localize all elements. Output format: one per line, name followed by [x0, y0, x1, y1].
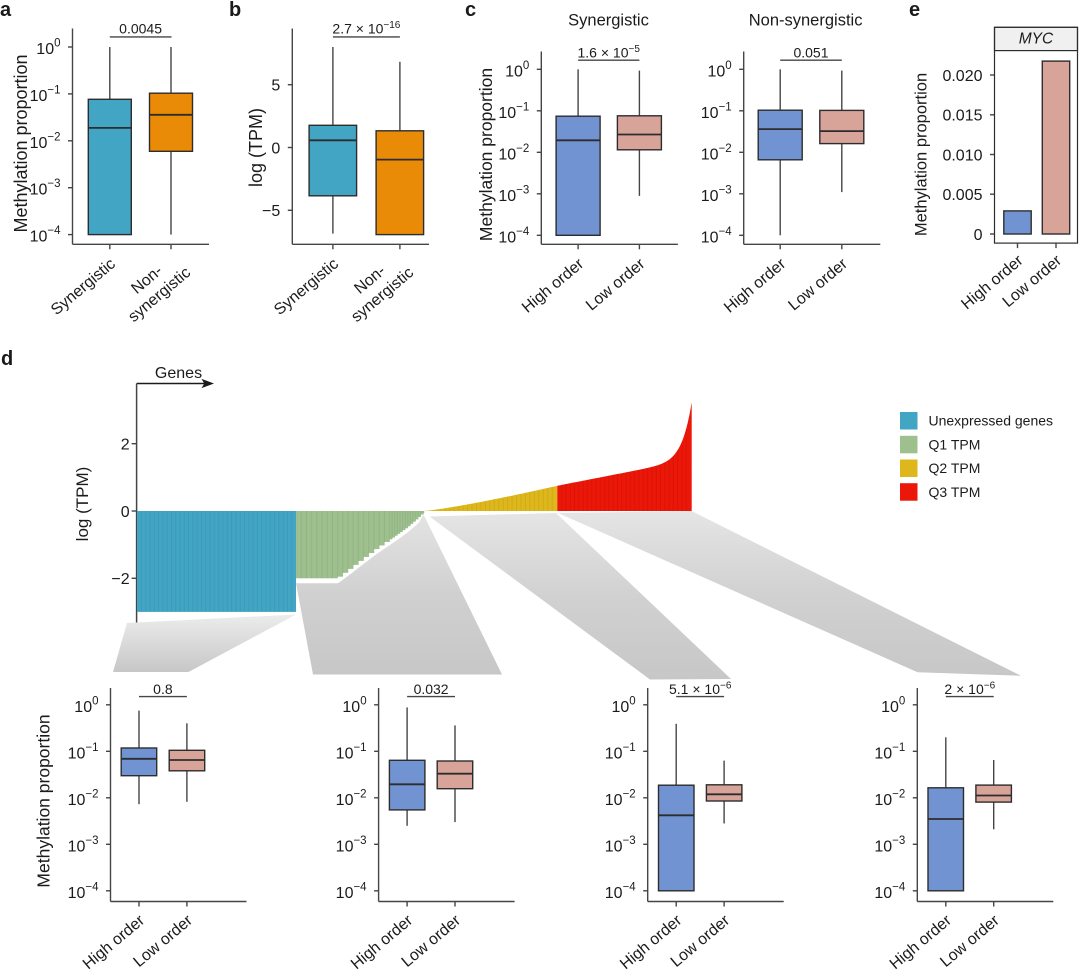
svg-text:0: 0: [121, 504, 130, 521]
svg-text:a: a: [0, 0, 12, 21]
svg-text:log (TPM): log (TPM): [246, 108, 266, 187]
svg-text:2: 2: [121, 437, 130, 454]
svg-text:0.0045: 0.0045: [119, 20, 162, 36]
svg-text:Q3 TPM: Q3 TPM: [929, 484, 981, 500]
svg-text:b: b: [229, 0, 241, 21]
svg-text:0.032: 0.032: [414, 681, 449, 697]
svg-text:0.015: 0.015: [942, 108, 982, 125]
svg-text:MYC: MYC: [1019, 31, 1054, 48]
svg-text:0.010: 0.010: [942, 147, 982, 164]
svg-text:Q2 TPM: Q2 TPM: [929, 460, 981, 476]
svg-text:5.1 × 10−6: 5.1 × 10−6: [669, 681, 732, 698]
svg-text:0: 0: [974, 227, 983, 244]
svg-text:−5: −5: [262, 203, 280, 220]
svg-text:Unexpressed genes: Unexpressed genes: [929, 413, 1054, 429]
svg-text:Q1 TPM: Q1 TPM: [929, 436, 981, 452]
svg-text:c: c: [465, 0, 476, 21]
svg-text:5: 5: [271, 78, 280, 95]
svg-text:Methylation proportion: Methylation proportion: [476, 68, 496, 241]
svg-text:e: e: [909, 0, 920, 21]
svg-text:2 × 10−6: 2 × 10−6: [944, 681, 995, 698]
svg-text:Non-synergistic: Non-synergistic: [749, 12, 863, 30]
svg-text:Methylation proportion: Methylation proportion: [34, 714, 54, 887]
svg-text:0: 0: [271, 140, 280, 157]
svg-text:Synergistic: Synergistic: [568, 12, 649, 30]
svg-text:0.051: 0.051: [793, 44, 828, 60]
svg-text:Methylation proportion: Methylation proportion: [11, 54, 31, 232]
svg-text:−2: −2: [111, 571, 129, 588]
svg-text:0.005: 0.005: [942, 187, 982, 204]
svg-text:0.020: 0.020: [942, 68, 982, 85]
svg-text:Genes: Genes: [155, 365, 202, 382]
svg-text:Methylation proportion: Methylation proportion: [913, 73, 931, 236]
svg-text:1.6 × 10−5: 1.6 × 10−5: [577, 44, 640, 61]
svg-text:0.8: 0.8: [153, 681, 173, 697]
svg-text:d: d: [1, 348, 13, 370]
svg-text:log (TPM): log (TPM): [73, 467, 92, 542]
